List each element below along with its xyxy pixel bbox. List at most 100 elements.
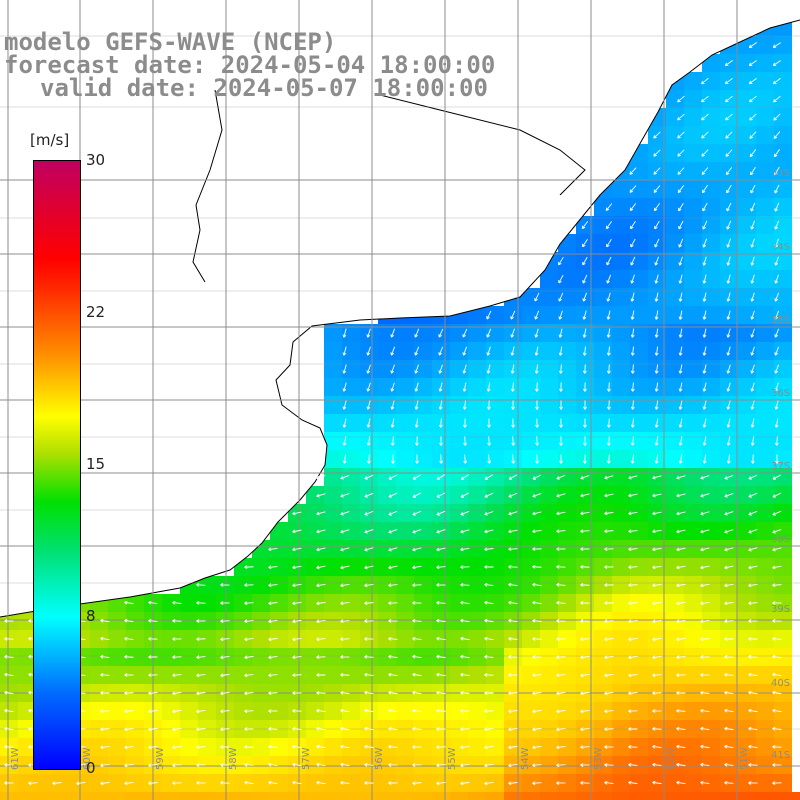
wind-arrow — [414, 400, 419, 410]
wind-arrow — [654, 364, 659, 374]
wind-arrow — [772, 77, 781, 85]
lon-label-61W: 61W — [10, 747, 21, 770]
wind-arrow — [700, 690, 710, 695]
wind-arrow — [436, 763, 446, 768]
wind-arrow — [677, 95, 685, 103]
wind-arrow — [364, 619, 374, 624]
wind-arrow — [124, 600, 134, 605]
wind-arrow — [582, 454, 587, 464]
wind-arrow — [316, 726, 326, 731]
wind-arrow — [414, 346, 420, 356]
wind-arrow — [534, 310, 540, 320]
wind-arrow — [604, 565, 614, 569]
wind-arrow — [268, 673, 278, 678]
wind-arrow — [414, 364, 419, 374]
wind-arrow — [316, 619, 326, 624]
wind-arrow — [748, 781, 758, 785]
wind-arrow — [653, 167, 661, 175]
wind-arrow — [604, 673, 614, 678]
wind-arrow — [749, 95, 757, 103]
wind-arrow — [750, 256, 755, 266]
wind-arrow — [701, 95, 709, 103]
wind-arrow — [508, 529, 518, 534]
wind-arrow — [630, 454, 635, 464]
wind-arrow — [726, 238, 731, 248]
wind-arrow — [340, 565, 350, 570]
wind-arrow — [220, 637, 230, 642]
wind-arrow — [677, 167, 685, 175]
wind-arrow — [654, 418, 659, 428]
wind-arrow — [292, 601, 302, 606]
wind-arrow — [436, 529, 446, 534]
wind-arrow — [172, 745, 182, 750]
wind-arrow — [701, 113, 709, 121]
wind-arrow — [438, 364, 443, 374]
wind-arrow — [220, 709, 230, 714]
wind-arrow — [654, 328, 659, 338]
wind-arrow — [676, 673, 686, 678]
wind-arrow — [342, 400, 347, 410]
wind-arrow — [487, 418, 491, 428]
wind-arrow — [654, 400, 659, 410]
wind-arrow — [582, 274, 588, 284]
wind-arrow — [678, 382, 683, 392]
wind-arrow — [486, 310, 492, 320]
wind-arrow — [678, 310, 683, 320]
wind-arrow — [172, 691, 182, 696]
wind-arrow — [510, 382, 515, 392]
wind-arrow — [340, 493, 350, 498]
wind-arrow — [702, 382, 707, 392]
wind-arrow — [510, 310, 516, 320]
wind-arrow — [748, 637, 758, 641]
wind-arrow — [532, 727, 542, 732]
wind-arrow — [4, 708, 14, 713]
wind-arrow — [172, 655, 182, 660]
wind-arrow — [388, 726, 398, 731]
wind-arrow — [678, 436, 683, 446]
wind-arrow — [724, 672, 734, 677]
wind-arrow — [414, 436, 419, 446]
colorbar-tick-15: 15 — [86, 455, 106, 473]
wind-arrow — [630, 221, 636, 230]
wind-arrow — [340, 601, 350, 606]
wind-arrow — [676, 493, 686, 498]
wind-arrow — [532, 655, 542, 659]
wind-arrow — [486, 328, 492, 338]
wind-arrow — [726, 274, 731, 284]
wind-arrow — [702, 185, 708, 194]
wind-arrow — [292, 655, 302, 660]
wind-arrow — [340, 529, 350, 534]
wind-arrow — [532, 745, 542, 750]
wind-arrow — [462, 382, 467, 392]
lon-label-56W: 56W — [374, 747, 385, 770]
wind-arrow — [484, 547, 494, 552]
wind-arrow — [532, 781, 542, 786]
wind-arrow — [726, 184, 732, 194]
wind-arrow — [726, 454, 731, 464]
wind-arrow — [535, 418, 540, 428]
wind-arrow — [484, 529, 494, 534]
wind-arrow — [484, 672, 494, 677]
lat-label-36S: 36S — [771, 388, 790, 399]
wind-arrow — [388, 565, 398, 570]
wind-arrow — [724, 77, 733, 85]
wind-arrow — [556, 493, 566, 498]
wind-arrow — [604, 655, 614, 660]
wind-arrow — [726, 346, 731, 356]
wind-arrow — [508, 727, 518, 732]
wind-arrow — [749, 131, 757, 139]
wind-arrow — [653, 185, 661, 193]
wind-arrow — [390, 328, 396, 338]
wind-arrow — [726, 256, 731, 266]
wind-arrow — [508, 547, 518, 552]
wind-arrow — [100, 672, 110, 677]
wind-arrow — [412, 492, 422, 498]
wind-arrow — [244, 583, 254, 588]
wind-arrow — [724, 708, 734, 713]
wind-arrow — [678, 256, 683, 266]
wind-arrow — [292, 780, 302, 785]
wind-arrow — [558, 328, 563, 338]
wind-arrow — [364, 672, 374, 677]
wind-arrow — [628, 709, 638, 714]
wind-arrow — [172, 637, 182, 641]
